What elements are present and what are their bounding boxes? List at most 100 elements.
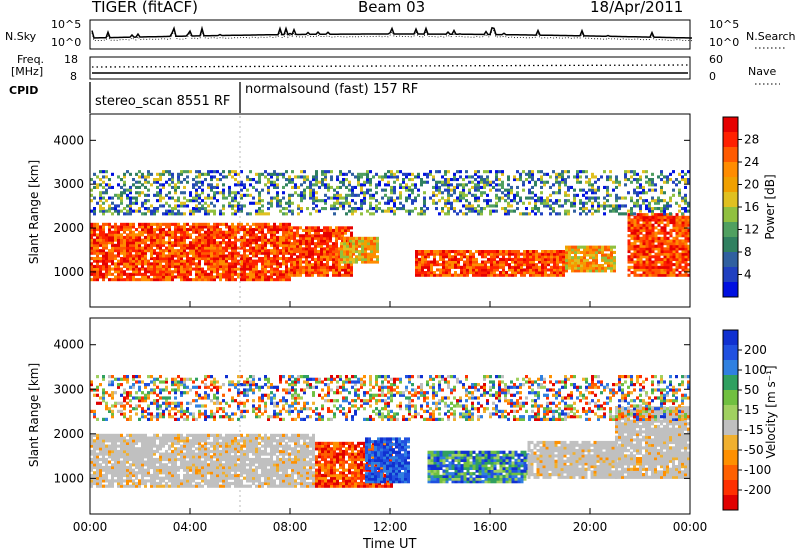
velocity-cell-266 — [135, 476, 138, 480]
power-cell-563 — [177, 251, 180, 255]
power-cell-2508 — [648, 234, 652, 238]
power-cell-4203 — [660, 199, 663, 203]
velocity-cell-258 — [132, 447, 135, 451]
power-cell-3966 — [558, 183, 561, 187]
power-cell-2827 — [105, 183, 108, 187]
power-cell-2175 — [559, 271, 562, 275]
power-cell-1226 — [282, 257, 285, 261]
power-cell-4014 — [579, 199, 582, 203]
power-cell-3689 — [450, 183, 453, 187]
power-cell-617 — [186, 272, 189, 276]
power-cell-3382 — [330, 196, 333, 200]
power-cell-2227 — [574, 253, 577, 257]
power-cell-2744 — [681, 215, 685, 219]
power-cell-3970 — [561, 204, 564, 208]
power-cell-3543 — [390, 170, 393, 174]
freq-dotted-line — [91, 64, 689, 68]
velocity-cell-684 — [207, 449, 210, 454]
power-cell-3580 — [405, 175, 408, 179]
velocity-cell-394 — [156, 447, 159, 451]
power-cell-2364 — [630, 271, 634, 275]
power-cell-3872 — [519, 175, 522, 179]
power-cell-3766 — [477, 180, 480, 184]
power-cell-1228 — [282, 251, 285, 255]
power-cell-1199 — [276, 238, 279, 242]
power-cell-1904 — [466, 257, 469, 261]
power-cell-1271 — [288, 243, 291, 247]
power-cell-2032 — [511, 257, 514, 261]
power-cell-3310 — [300, 183, 303, 187]
power-cell-1239 — [282, 222, 285, 226]
velocity-cell-389 — [156, 468, 159, 472]
power-cell-2357 — [627, 228, 631, 232]
power-cell-753 — [207, 254, 210, 258]
power-cell-2073 — [526, 265, 529, 269]
power-cell-1400 — [311, 271, 314, 275]
power-cell-3354 — [318, 209, 321, 213]
power-cell-200 — [120, 238, 123, 242]
power-cell-2598 — [660, 213, 664, 217]
power-cell-3302 — [297, 185, 300, 189]
power-cell-2332 — [610, 256, 613, 260]
power-cell-684 — [195, 225, 198, 229]
power-cell-1437 — [317, 257, 320, 261]
velocity-cell-165 — [117, 460, 120, 464]
power-cell-1947 — [481, 252, 484, 256]
power-cell-1418 — [314, 263, 317, 267]
velocity-cell-410 — [159, 447, 162, 451]
power-cell-2920 — [144, 193, 147, 197]
power-cell-3104 — [213, 204, 216, 208]
power-cell-2507 — [648, 236, 652, 240]
power-cell-3535 — [390, 207, 393, 211]
power-cell-3055 — [195, 183, 198, 187]
power-cell-2370 — [630, 247, 634, 251]
power-cell-2433 — [639, 252, 643, 256]
velocity-cell-220 — [126, 455, 129, 459]
velocity-cell-155 — [114, 433, 117, 437]
power-cell-703 — [198, 233, 201, 237]
power-cell-722 — [201, 233, 204, 237]
velocity-cell-680 — [207, 463, 210, 467]
power-cell-2405 — [636, 268, 640, 272]
power-cell-2437 — [639, 242, 643, 246]
power-cell-3336 — [312, 196, 315, 200]
power-cell-1896 — [463, 252, 466, 256]
power-cell-2802 — [96, 175, 99, 179]
power-cell-4063 — [597, 196, 600, 200]
power-cell-1149 — [270, 267, 273, 271]
power-cell-1155 — [270, 249, 273, 253]
power-cell-3570 — [402, 185, 405, 189]
power-cell-1153 — [270, 257, 273, 261]
power-cell-3900 — [531, 175, 534, 179]
power-cell-1879 — [457, 252, 460, 256]
power-cell-3648 — [438, 191, 441, 195]
power-cell-1389 — [308, 250, 311, 254]
power-cell-3626 — [426, 175, 429, 179]
power-cell-894 — [228, 246, 231, 250]
power-cell-1660 — [349, 260, 352, 264]
power-cell-3330 — [309, 185, 312, 189]
power-cell-1759 — [415, 255, 418, 259]
power-cell-2885 — [129, 188, 132, 192]
power-cell-2044 — [514, 250, 517, 254]
power-cell-278 — [132, 243, 135, 247]
power-cell-1778 — [421, 255, 424, 259]
power-cell-2447 — [642, 273, 646, 277]
power-cell-1196 — [276, 246, 279, 250]
power-cell-932 — [234, 254, 237, 258]
power-cell-3408 — [339, 180, 342, 184]
power-cell-3270 — [282, 172, 285, 176]
power-cell-3901 — [531, 172, 534, 176]
power-cell-1903 — [466, 260, 469, 264]
power-cell-1092 — [261, 267, 264, 271]
power-cell-3296 — [294, 183, 297, 187]
velocity-cell-683 — [207, 452, 210, 456]
power-cell-1998 — [499, 260, 502, 264]
velocity-cell-10 — [90, 452, 93, 456]
power-cell-3042 — [192, 199, 195, 203]
power-cell-2117 — [541, 273, 544, 277]
power-cell-1452 — [320, 265, 323, 269]
power-cell-152 — [114, 267, 117, 271]
power-cell-109 — [105, 241, 108, 245]
power-cell-3644 — [435, 180, 438, 184]
